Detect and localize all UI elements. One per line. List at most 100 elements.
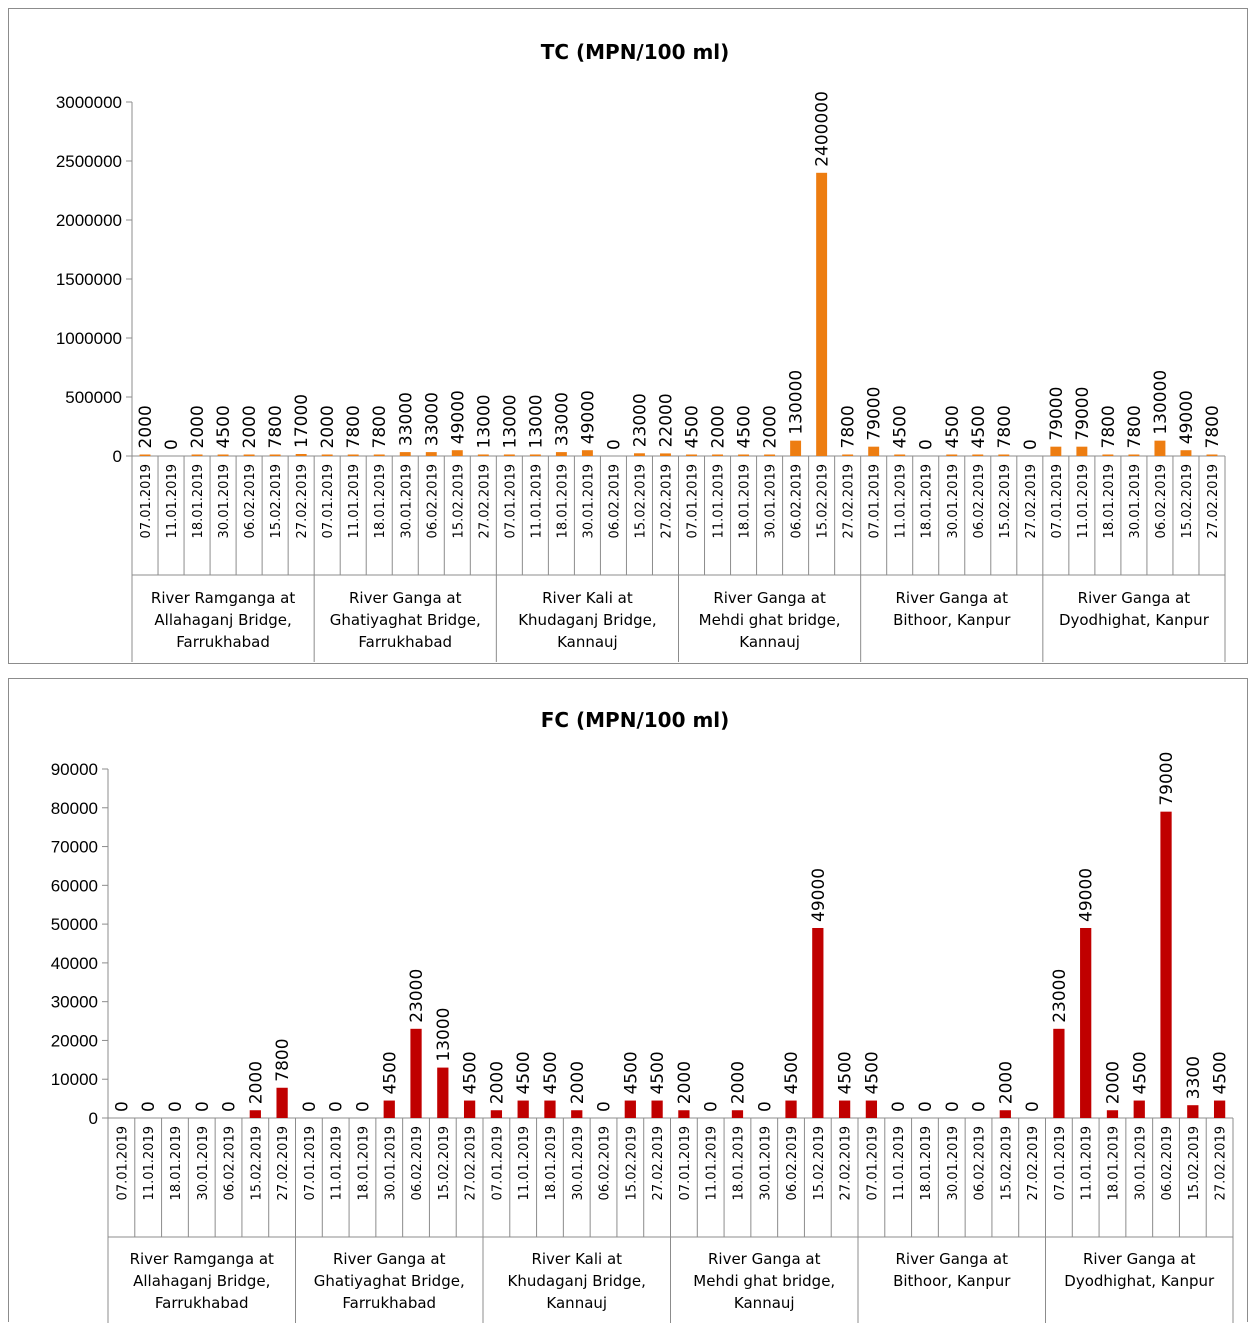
x-date-label: 07.01.2019 bbox=[115, 1126, 130, 1200]
bar bbox=[1154, 440, 1166, 456]
y-tick-label: 40000 bbox=[51, 954, 98, 973]
site-label: Farrukhabad bbox=[358, 633, 452, 651]
bar bbox=[651, 1100, 663, 1118]
y-tick-label: 2000000 bbox=[56, 211, 122, 230]
data-label: 79000 bbox=[1157, 752, 1177, 806]
x-date-label: 18.01.2019 bbox=[919, 1126, 934, 1200]
data-label: 4500 bbox=[969, 405, 989, 448]
site-label: River Ganga at bbox=[333, 1250, 446, 1268]
data-label: 49000 bbox=[578, 390, 598, 444]
bar bbox=[477, 454, 489, 456]
x-date-label: 15.02.2019 bbox=[249, 1126, 264, 1200]
data-label: 2000 bbox=[136, 405, 156, 448]
x-date-label: 30.01.2019 bbox=[571, 1126, 586, 1200]
bar bbox=[139, 454, 151, 456]
data-label: 2000 bbox=[246, 1061, 266, 1104]
data-label: 79000 bbox=[1073, 387, 1093, 441]
x-date-label: 07.01.2019 bbox=[686, 464, 701, 538]
bar bbox=[624, 1100, 636, 1118]
data-label: 7800 bbox=[1125, 405, 1145, 448]
site-label: River Ramganga at bbox=[151, 589, 295, 607]
data-label: 17000 bbox=[292, 394, 312, 448]
x-date-label: 18.01.2019 bbox=[544, 1126, 559, 1200]
site-label: Kannauj bbox=[557, 633, 618, 651]
bar bbox=[249, 1110, 261, 1118]
bar bbox=[660, 453, 671, 456]
x-date-label: 11.01.2019 bbox=[142, 1126, 157, 1200]
x-date-label: 30.01.2019 bbox=[758, 1126, 773, 1200]
data-label: 13000 bbox=[434, 1007, 454, 1061]
bar bbox=[1206, 454, 1218, 456]
bar bbox=[1053, 1028, 1065, 1118]
site-label: River Ganga at bbox=[708, 1250, 821, 1268]
data-label: 7800 bbox=[995, 405, 1015, 448]
x-date-label: 18.01.2019 bbox=[373, 464, 388, 538]
data-label: 4500 bbox=[943, 405, 963, 448]
x-date-label: 06.02.2019 bbox=[973, 1126, 988, 1200]
bar bbox=[555, 452, 567, 456]
data-label: 4500 bbox=[621, 1051, 641, 1094]
bar bbox=[503, 454, 515, 456]
x-date-label: 11.01.2019 bbox=[517, 1126, 532, 1200]
tc-chart: TC (MPN/100 ml) 0 500000 1000000 1500000 2000… bbox=[56, 40, 1226, 662]
bar bbox=[1080, 927, 1092, 1118]
data-label: 2000 bbox=[487, 1061, 507, 1104]
y-tick-label: 0 bbox=[113, 447, 122, 466]
data-label: 7800 bbox=[266, 405, 286, 448]
data-label: 49000 bbox=[809, 868, 829, 922]
x-date-label: 07.01.2019 bbox=[490, 1126, 505, 1200]
bar bbox=[191, 454, 203, 456]
x-date-label: 27.02.2019 bbox=[276, 1126, 291, 1200]
data-label: 4500 bbox=[214, 405, 234, 448]
bar bbox=[894, 454, 906, 456]
x-date-label: 11.01.2019 bbox=[894, 464, 909, 538]
data-label: 4500 bbox=[380, 1051, 400, 1094]
data-label: 0 bbox=[943, 1101, 963, 1112]
data-label: 0 bbox=[300, 1101, 320, 1112]
y-tick-label: 60000 bbox=[51, 876, 98, 895]
chart-title: TC (MPN/100 ml) bbox=[541, 40, 730, 64]
site-label: Allahaganj Bridge, bbox=[154, 611, 291, 629]
data-label: 23000 bbox=[630, 393, 650, 447]
x-date-label: 07.01.2019 bbox=[1050, 464, 1065, 538]
x-date-label: 15.02.2019 bbox=[816, 464, 831, 538]
site-label: Mehdi ghat bridge, bbox=[699, 611, 841, 629]
x-date-label: 06.02.2019 bbox=[425, 464, 440, 538]
bar bbox=[410, 1028, 422, 1118]
x-date-label: 27.02.2019 bbox=[477, 464, 492, 538]
data-label: 2000 bbox=[568, 1061, 588, 1104]
data-label: 13000 bbox=[500, 394, 520, 448]
site-label: River Kali at bbox=[531, 1250, 622, 1268]
bar bbox=[790, 440, 802, 456]
x-date-label: 07.01.2019 bbox=[503, 464, 518, 538]
data-label: 4500 bbox=[735, 405, 755, 448]
x-date-label: 15.02.2019 bbox=[999, 1126, 1014, 1200]
bar bbox=[1180, 450, 1192, 456]
data-label: 2000 bbox=[728, 1061, 748, 1104]
x-date-label: 30.01.2019 bbox=[1128, 464, 1143, 538]
x-date-label: 18.01.2019 bbox=[191, 464, 206, 538]
data-label: 79000 bbox=[1047, 387, 1067, 441]
x-date-label: 06.02.2019 bbox=[1154, 464, 1169, 538]
x-date-label: 15.02.2019 bbox=[624, 1126, 639, 1200]
bar bbox=[490, 1110, 503, 1118]
x-date-label: 15.02.2019 bbox=[1180, 464, 1195, 538]
site-label: River Ganga at bbox=[713, 589, 826, 607]
site-label: Kannauj bbox=[739, 633, 800, 651]
x-date-label: 30.01.2019 bbox=[399, 464, 414, 538]
data-label: 0 bbox=[327, 1101, 347, 1112]
data-label: 33000 bbox=[396, 392, 416, 446]
site-label: Allahaganj Bridge, bbox=[133, 1272, 270, 1290]
data-label: 130000 bbox=[1151, 370, 1171, 435]
bar bbox=[1133, 1100, 1145, 1118]
data-label: 0 bbox=[702, 1101, 722, 1112]
x-date-label: 11.01.2019 bbox=[330, 1126, 345, 1200]
data-label: 33000 bbox=[552, 392, 572, 446]
x-date-label: 06.02.2019 bbox=[223, 1126, 238, 1200]
data-label: 49000 bbox=[1077, 868, 1097, 922]
x-date-label: 11.01.2019 bbox=[892, 1126, 907, 1200]
data-label: 4500 bbox=[461, 1051, 481, 1094]
data-label: 0 bbox=[595, 1101, 615, 1112]
x-date-label: 06.02.2019 bbox=[598, 1126, 613, 1200]
data-label: 79000 bbox=[865, 387, 885, 441]
